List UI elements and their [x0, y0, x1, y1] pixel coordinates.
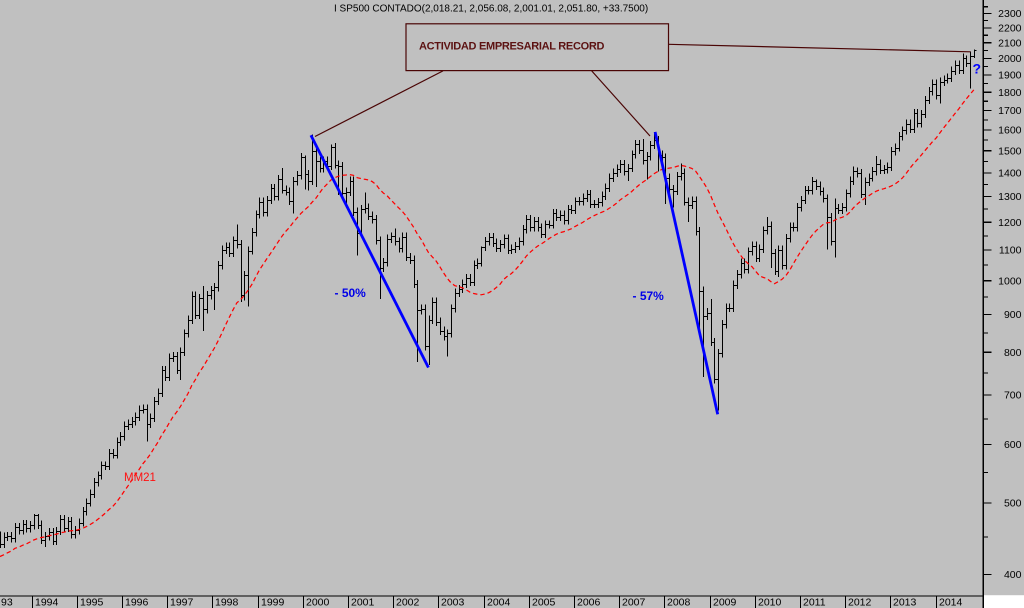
svg-text:2005: 2005 — [532, 597, 556, 608]
svg-text:1300: 1300 — [998, 191, 1022, 203]
svg-text:2012: 2012 — [848, 597, 872, 608]
svg-text:2014: 2014 — [939, 597, 963, 608]
svg-text:ACTIVIDAD EMPRESARIAL RECORD: ACTIVIDAD EMPRESARIAL RECORD — [419, 41, 604, 53]
svg-text:I SP500 CONTADO(2,018.21, 2,05: I SP500 CONTADO(2,018.21, 2,056.08, 2,00… — [334, 4, 648, 15]
svg-text:1997: 1997 — [170, 597, 194, 608]
svg-text:2008: 2008 — [667, 597, 691, 608]
svg-text:- 57%: - 57% — [633, 289, 665, 303]
svg-text:2000: 2000 — [306, 597, 330, 608]
svg-text:1996: 1996 — [125, 597, 149, 608]
svg-text:500: 500 — [1004, 498, 1022, 510]
svg-text:600: 600 — [1004, 439, 1022, 451]
svg-text:2004: 2004 — [487, 597, 511, 608]
svg-text:800: 800 — [1004, 347, 1022, 359]
svg-text:1995: 1995 — [80, 597, 104, 608]
svg-text:2009: 2009 — [713, 597, 737, 608]
svg-text:2013: 2013 — [893, 597, 917, 608]
svg-text:2011: 2011 — [803, 597, 826, 608]
svg-text:2200: 2200 — [998, 22, 1022, 34]
svg-text:700: 700 — [1004, 390, 1022, 402]
svg-text:1999: 1999 — [261, 597, 285, 608]
svg-text:900: 900 — [1004, 309, 1022, 321]
svg-text:1998: 1998 — [215, 597, 239, 608]
svg-text:1000: 1000 — [998, 275, 1022, 287]
svg-text:2003: 2003 — [441, 597, 465, 608]
svg-text:2100: 2100 — [998, 37, 1022, 49]
svg-text:2010: 2010 — [758, 597, 782, 608]
svg-text:1800: 1800 — [998, 87, 1022, 99]
svg-text:2007: 2007 — [622, 597, 646, 608]
svg-text:1500: 1500 — [998, 145, 1022, 157]
svg-text:2001: 2001 — [351, 597, 375, 608]
svg-text:- 50%: - 50% — [335, 286, 367, 300]
svg-text:MM21: MM21 — [124, 472, 156, 484]
svg-text:1994: 1994 — [35, 597, 59, 608]
svg-text:2006: 2006 — [577, 597, 601, 608]
svg-text:2002: 2002 — [396, 597, 420, 608]
svg-text:1400: 1400 — [998, 167, 1022, 179]
svg-text:1600: 1600 — [998, 125, 1022, 137]
svg-text:2000: 2000 — [998, 53, 1022, 65]
svg-text:1100: 1100 — [999, 245, 1022, 257]
svg-text:?: ? — [973, 61, 982, 77]
svg-text:400: 400 — [1004, 569, 1022, 581]
svg-text:93: 93 — [1, 597, 13, 608]
svg-text:1700: 1700 — [998, 105, 1022, 117]
svg-text:1200: 1200 — [998, 217, 1022, 229]
svg-text:1900: 1900 — [998, 69, 1022, 81]
svg-text:2300: 2300 — [998, 8, 1022, 20]
